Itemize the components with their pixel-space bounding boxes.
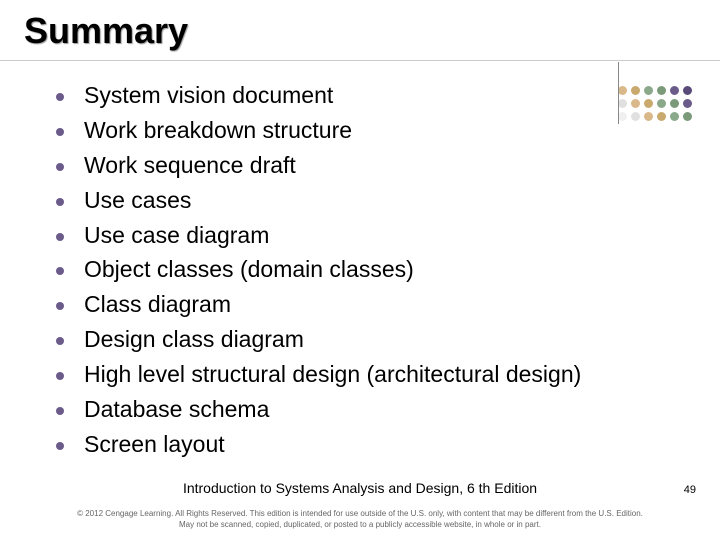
list-item: Use case diagram bbox=[56, 221, 720, 251]
bullet-icon bbox=[56, 372, 64, 380]
bullet-icon bbox=[56, 442, 64, 450]
decoration-dot bbox=[657, 99, 666, 108]
slide: Summary System vision document Work break… bbox=[0, 0, 720, 540]
list-item-text: Object classes (domain classes) bbox=[84, 255, 414, 285]
list-item-text: Database schema bbox=[84, 395, 269, 425]
bullet-icon bbox=[56, 93, 64, 101]
decoration-dot bbox=[644, 112, 653, 121]
footer-book-title: Introduction to Systems Analysis and Des… bbox=[0, 480, 720, 496]
list-item-text: Use cases bbox=[84, 186, 191, 216]
list-item: Screen layout bbox=[56, 430, 720, 460]
list-item: Work sequence draft bbox=[56, 151, 720, 181]
decoration-dot bbox=[644, 99, 653, 108]
decoration-vertical-line bbox=[618, 62, 619, 124]
decoration-dot bbox=[657, 86, 666, 95]
bullet-icon bbox=[56, 267, 64, 275]
decoration-dot bbox=[631, 86, 640, 95]
bullet-icon bbox=[56, 128, 64, 136]
decoration-dot bbox=[670, 99, 679, 108]
list-item: Use cases bbox=[56, 186, 720, 216]
list-item: Class diagram bbox=[56, 290, 720, 320]
page-number: 49 bbox=[684, 484, 696, 496]
corner-dots-decoration bbox=[604, 84, 694, 138]
decoration-dot bbox=[631, 99, 640, 108]
decoration-dot bbox=[683, 99, 692, 108]
copyright-notice: © 2012 Cengage Learning. All Rights Rese… bbox=[0, 509, 720, 530]
copyright-line-2: May not be scanned, copied, duplicated, … bbox=[179, 520, 541, 529]
decoration-dot bbox=[618, 99, 627, 108]
bullet-icon bbox=[56, 302, 64, 310]
decoration-dot bbox=[618, 112, 627, 121]
list-item: Database schema bbox=[56, 395, 720, 425]
list-item: High level structural design (architectu… bbox=[56, 360, 720, 390]
decoration-dot bbox=[618, 86, 627, 95]
list-item-text: High level structural design (architectu… bbox=[84, 360, 581, 390]
list-item-text: Work breakdown structure bbox=[84, 116, 352, 146]
slide-title: Summary bbox=[0, 0, 720, 52]
list-item-text: Screen layout bbox=[84, 430, 225, 460]
list-item-text: Design class diagram bbox=[84, 325, 304, 355]
decoration-dot bbox=[670, 112, 679, 121]
list-item-text: Class diagram bbox=[84, 290, 231, 320]
decoration-dot bbox=[644, 86, 653, 95]
bullet-icon bbox=[56, 337, 64, 345]
decoration-dot bbox=[683, 86, 692, 95]
bullet-icon bbox=[56, 233, 64, 241]
list-item-text: Work sequence draft bbox=[84, 151, 296, 181]
bullet-icon bbox=[56, 198, 64, 206]
decoration-dot bbox=[683, 112, 692, 121]
list-item: Design class diagram bbox=[56, 325, 720, 355]
list-item: Object classes (domain classes) bbox=[56, 255, 720, 285]
decoration-dot bbox=[631, 112, 640, 121]
list-item-text: System vision document bbox=[84, 81, 333, 111]
list-item-text: Use case diagram bbox=[84, 221, 269, 251]
copyright-line-1: © 2012 Cengage Learning. All Rights Rese… bbox=[77, 509, 643, 518]
bullet-icon bbox=[56, 407, 64, 415]
bullet-icon bbox=[56, 163, 64, 171]
decoration-dot bbox=[670, 86, 679, 95]
decoration-dot bbox=[657, 112, 666, 121]
